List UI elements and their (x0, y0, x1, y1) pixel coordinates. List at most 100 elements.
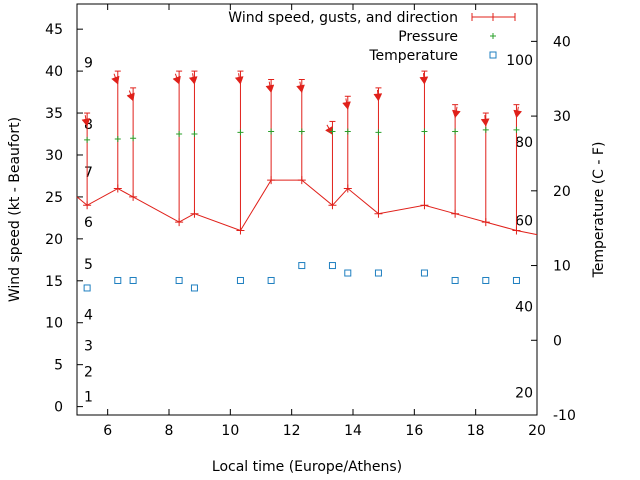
temperature-point (236, 276, 244, 284)
y-tick-label: 30 (45, 148, 63, 164)
temperature-point (83, 284, 91, 292)
temperature-point (190, 284, 198, 292)
legend-label-temperature: Temperature (368, 48, 458, 64)
y-tick-label: 40 (45, 64, 63, 80)
fahrenheit-label: 80 (515, 135, 533, 151)
x-tick-label: 8 (165, 423, 174, 439)
beaufort-label: 3 (84, 338, 93, 354)
y2-tick-label: 30 (553, 109, 571, 125)
temperature-point (512, 276, 520, 284)
x-axis-title: Local time (Europe/Athens) (212, 459, 402, 475)
temperature-point (114, 276, 122, 284)
x-tick-label: 6 (103, 423, 112, 439)
pressure-point (176, 131, 183, 138)
x-tick-label: 18 (467, 423, 485, 439)
direction-arrow-head (265, 84, 275, 93)
y-tick-label: 45 (45, 22, 63, 38)
pressure-series (84, 126, 520, 143)
fahrenheit-label: 40 (515, 300, 533, 316)
temperature-point (420, 269, 428, 277)
y2-tick-label: -10 (553, 408, 576, 424)
beaufort-label: 1 (84, 390, 93, 406)
fahrenheit-label: 100 (506, 53, 533, 69)
pressure-point (513, 126, 520, 133)
y2-axis-ticks: -10 0 10 20 30 40 (531, 34, 576, 424)
direction-arrow-head (81, 118, 91, 127)
y2-axis-title: Temperature (C - F) (591, 142, 607, 279)
beaufort-label: 2 (84, 364, 93, 380)
temperature-point (451, 276, 459, 284)
temperature-point (328, 262, 336, 270)
direction-arrow-head (188, 76, 198, 85)
pressure-point (344, 128, 351, 135)
legend-swatch-pressure (490, 33, 496, 39)
fahrenheit-label: 60 (515, 214, 533, 230)
plot-frame (76, 3, 538, 416)
beaufort-label: 4 (84, 307, 93, 323)
x-axis-ticks: 6 8 10 12 14 16 18 20 (103, 4, 546, 439)
direction-arrow-head (452, 109, 461, 119)
y-tick-label: 25 (45, 190, 63, 206)
x-tick-label: 16 (405, 423, 423, 439)
direction-arrow-head (342, 101, 351, 110)
temperature-point (175, 276, 183, 284)
y-tick-label: 5 (54, 358, 63, 374)
temperature-point (482, 276, 490, 284)
pressure-point (237, 129, 244, 136)
wind-speed-line (76, 179, 538, 236)
direction-arrow-head (234, 76, 244, 85)
direction-arrow-head (373, 93, 383, 102)
beaufort-label: 9 (84, 56, 93, 72)
fahrenheit-label: 20 (515, 386, 533, 402)
direction-arrow-head (111, 75, 120, 85)
pressure-point (421, 128, 428, 135)
y2-tick-label: 10 (553, 259, 571, 275)
x-tick-label: 12 (283, 423, 301, 439)
pressure-point (84, 136, 91, 143)
pressure-point (114, 136, 121, 143)
y-tick-label: 0 (54, 400, 63, 416)
pressure-point (452, 128, 459, 135)
pressure-point (298, 128, 305, 135)
legend: Wind speed, gusts, and direction Pressur… (228, 10, 516, 64)
legend-swatch-temperature (489, 51, 497, 59)
direction-arrow-head (126, 92, 135, 102)
beaufort-label: 8 (84, 117, 93, 133)
beaufort-label: 5 (84, 257, 93, 273)
legend-label-pressure: Pressure (398, 29, 458, 45)
temperature-series (83, 262, 520, 292)
temperature-point (129, 276, 137, 284)
y2-tick-label: 20 (553, 184, 571, 200)
y-tick-label: 15 (45, 274, 63, 290)
beaufort-label: 7 (84, 165, 93, 181)
direction-arrow-head (419, 76, 429, 85)
temperature-point (267, 276, 275, 284)
wind-series (76, 176, 538, 236)
direction-arrow-head (513, 109, 523, 119)
y2-tick-label: 0 (553, 333, 562, 349)
pressure-point (482, 126, 489, 133)
x-tick-label: 14 (344, 423, 362, 439)
y-tick-label: 10 (45, 316, 63, 332)
beaufort-labels: 1 2 3 4 5 6 7 8 9 (84, 56, 93, 406)
y2-tick-label: 40 (553, 34, 571, 50)
legend-swatch-wind-point (489, 13, 497, 21)
pressure-point (329, 128, 336, 135)
direction-arrow-head (480, 118, 490, 127)
y-axis-title: Wind speed (kt - Beaufort) (7, 117, 23, 302)
temperature-point (298, 262, 306, 270)
x-tick-label: 20 (528, 423, 546, 439)
pressure-point (375, 129, 382, 136)
direction-arrow-head (296, 84, 305, 93)
fahrenheit-labels: 20 40 60 80 100 (506, 53, 533, 402)
y-tick-label: 20 (45, 232, 63, 248)
y-axis-ticks: 0 5 10 15 20 25 30 35 40 45 (45, 22, 83, 416)
legend-label-wind: Wind speed, gusts, and direction (228, 10, 458, 26)
temperature-point (344, 269, 352, 277)
direction-arrows (81, 73, 523, 135)
direction-arrow-head (172, 75, 181, 85)
temperature-point (374, 269, 382, 277)
x-tick-label: 10 (221, 423, 239, 439)
y-tick-label: 35 (45, 106, 63, 122)
